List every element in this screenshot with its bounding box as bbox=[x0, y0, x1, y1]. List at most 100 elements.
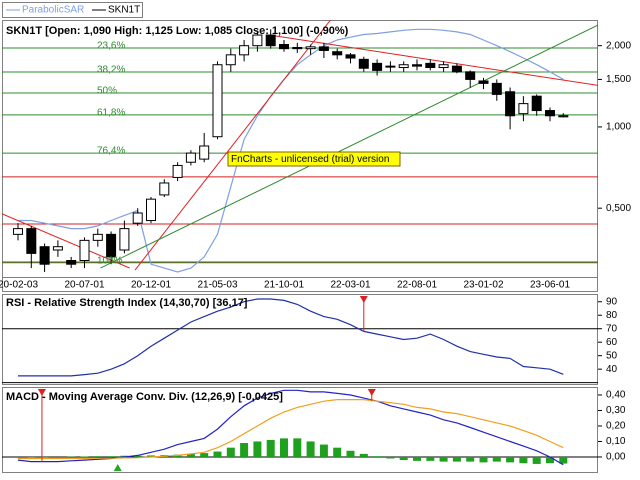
histogram-bar bbox=[479, 456, 488, 463]
legend-box bbox=[2, 2, 143, 18]
candle-body bbox=[292, 46, 303, 50]
candle-body bbox=[159, 182, 170, 196]
candle-body bbox=[438, 64, 449, 69]
y-tick-label: 70 bbox=[606, 323, 618, 334]
watermark: FnCharts - unlicensed (trial) version bbox=[231, 154, 389, 165]
candle-body bbox=[172, 164, 183, 178]
histogram-bar bbox=[386, 456, 395, 459]
candle-body bbox=[531, 95, 542, 112]
macd-line bbox=[18, 399, 564, 460]
histogram-bar bbox=[399, 456, 408, 461]
fib-label: 76,4% bbox=[97, 146, 125, 157]
histogram-bar bbox=[186, 453, 195, 457]
candle-body bbox=[252, 34, 263, 47]
x-tick-label: 23-01-02 bbox=[463, 280, 503, 291]
candle-body bbox=[199, 145, 210, 160]
candle-body bbox=[225, 54, 236, 66]
histogram-bar bbox=[266, 439, 275, 457]
trend-line bbox=[269, 34, 598, 86]
histogram-bar bbox=[506, 456, 515, 463]
histogram-bar bbox=[133, 455, 142, 457]
y-tick-label: 0,40 bbox=[606, 390, 626, 401]
trend-line bbox=[100, 24, 598, 269]
histogram-bar bbox=[333, 447, 342, 457]
histogram-bar bbox=[147, 455, 155, 457]
main-frame bbox=[2, 20, 598, 292]
histogram-bar bbox=[319, 444, 328, 457]
candle-body bbox=[358, 58, 369, 69]
candle-body bbox=[79, 239, 90, 262]
histogram-bar bbox=[293, 438, 302, 457]
histogram-bar bbox=[413, 456, 421, 461]
sell-signal bbox=[37, 389, 46, 396]
fib-label: 100% bbox=[97, 255, 123, 266]
y-tick-label: 0,10 bbox=[606, 436, 626, 447]
y-tick-label: 80 bbox=[606, 310, 618, 321]
rsi-title: RSI - Relative Strength Index (14,30,70)… bbox=[6, 297, 248, 309]
histogram-bar bbox=[213, 451, 222, 457]
sar-line bbox=[18, 28, 564, 273]
candle-body bbox=[66, 260, 77, 265]
candle-body bbox=[478, 80, 489, 84]
macd-frame bbox=[2, 387, 598, 473]
x-tick-label: 20-07-01 bbox=[64, 280, 104, 291]
candle-body bbox=[212, 64, 223, 138]
candle-body bbox=[52, 246, 63, 251]
fib-label: 23,6% bbox=[97, 41, 125, 52]
candle-body bbox=[372, 62, 383, 71]
histogram-bar bbox=[240, 443, 249, 457]
buy-signal bbox=[113, 464, 122, 471]
histogram-bar bbox=[466, 456, 475, 462]
x-tick-label: 21-05-03 bbox=[197, 280, 237, 291]
histogram-bar bbox=[253, 441, 262, 457]
candle-body bbox=[119, 228, 130, 251]
x-tick-label: 20-02-03 bbox=[0, 280, 38, 291]
candle-body bbox=[558, 115, 569, 118]
candle-body bbox=[305, 46, 316, 50]
y-tick-label: 2,000 bbox=[606, 40, 631, 51]
histogram-bar bbox=[120, 455, 129, 457]
histogram-bar bbox=[532, 456, 541, 464]
histogram-bar bbox=[346, 450, 355, 457]
main-title: SKN1T [Open: 1,090 High: 1,125 Low: 1,08… bbox=[6, 25, 349, 37]
candle-body bbox=[412, 64, 422, 67]
sell-signal bbox=[367, 389, 376, 396]
candle-body bbox=[545, 110, 555, 117]
y-tick-label: 0,500 bbox=[606, 203, 631, 214]
rsi-line bbox=[18, 298, 564, 377]
candle-body bbox=[465, 71, 476, 80]
x-tick-label: 22-03-01 bbox=[330, 280, 370, 291]
histogram-bar bbox=[492, 456, 501, 462]
histogram-bar bbox=[27, 456, 36, 458]
histogram-bar bbox=[439, 456, 448, 462]
y-tick-label: 50 bbox=[606, 350, 618, 361]
candle-body bbox=[398, 64, 409, 69]
macd-plot bbox=[2, 389, 598, 471]
y-tick-label: 40 bbox=[606, 364, 618, 375]
candle-body bbox=[265, 34, 276, 47]
candle-body bbox=[332, 51, 343, 56]
candle-body bbox=[13, 228, 23, 235]
candle-body bbox=[385, 65, 396, 68]
candle-body bbox=[491, 82, 502, 95]
labels: SKN1T [Open: 1,090 High: 1,125 Low: 1,08… bbox=[0, 5, 631, 463]
histogram-bar bbox=[426, 456, 435, 461]
y-tick-label: 0,30 bbox=[606, 405, 626, 416]
histogram-bar bbox=[306, 441, 315, 457]
histogram-bar bbox=[280, 438, 288, 457]
candle-body bbox=[318, 46, 329, 51]
candle-body bbox=[451, 65, 462, 73]
main-plot bbox=[2, 20, 598, 273]
histogram-bar bbox=[200, 453, 209, 457]
rsi-frame bbox=[2, 294, 598, 385]
histogram-bar bbox=[373, 456, 382, 457]
trend-line bbox=[134, 20, 331, 271]
legend-label: SKN1T bbox=[108, 5, 140, 16]
candle-body bbox=[132, 212, 143, 224]
watermark-box bbox=[227, 151, 401, 167]
legend-label: ParabolicSAR bbox=[22, 5, 84, 16]
histogram-bar bbox=[226, 447, 235, 457]
histogram-bar bbox=[519, 456, 528, 464]
candle-body bbox=[345, 54, 356, 59]
